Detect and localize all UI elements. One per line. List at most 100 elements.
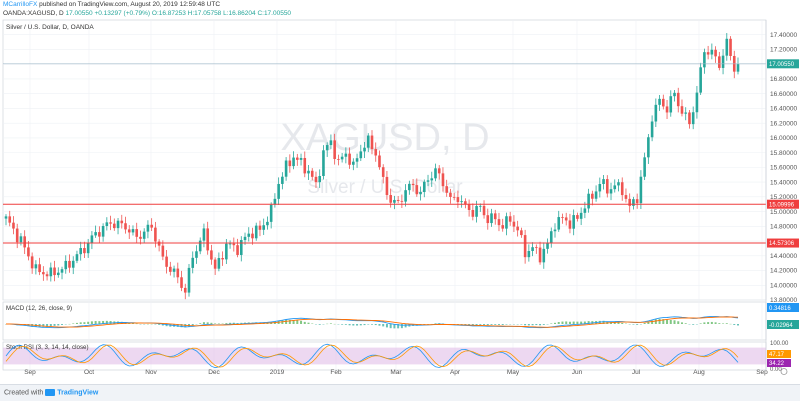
candle-body — [397, 200, 400, 201]
macd-histogram-bar — [308, 323, 310, 324]
candle-body — [117, 221, 120, 228]
candle-body — [707, 52, 710, 54]
x-tick-label: Dec — [208, 369, 220, 376]
candle-body — [513, 222, 516, 227]
candle-body — [285, 161, 288, 177]
candle-body — [244, 237, 247, 240]
macd-histogram-bar — [364, 324, 366, 325]
macd-histogram-bar — [83, 322, 85, 324]
candle-body — [289, 161, 292, 167]
candle-body — [565, 217, 568, 220]
candle-body — [109, 222, 112, 223]
candle-body — [322, 150, 325, 176]
macd-histogram-bar — [550, 323, 552, 324]
macd-histogram-bar — [543, 324, 545, 325]
candle-body — [632, 199, 635, 206]
candle-body — [516, 227, 519, 231]
stoch-d-label: 34.22 — [769, 361, 785, 367]
candle-body — [359, 151, 362, 158]
candle-body — [725, 39, 728, 56]
y-tick-label: 15.80000 — [770, 150, 797, 157]
candle-body — [165, 257, 168, 267]
macd-histogram-bar — [405, 324, 407, 327]
macd-histogram-bar — [524, 324, 526, 325]
candle-body — [199, 241, 202, 252]
candle-body — [341, 157, 344, 160]
candle-body — [31, 256, 34, 268]
candle-body — [472, 210, 475, 217]
candle-body — [490, 213, 493, 223]
candle-body — [703, 52, 706, 67]
candle-body — [259, 226, 262, 230]
candle-body — [602, 179, 605, 184]
candle-body — [102, 226, 105, 237]
candle-body — [542, 249, 545, 262]
candle-body — [378, 155, 381, 167]
macd-histogram-bar — [674, 320, 676, 324]
candle-body — [434, 168, 437, 178]
macd-histogram-bar — [733, 324, 735, 325]
macd-histogram-bar — [659, 319, 661, 324]
x-tick-label: Oct — [84, 369, 94, 376]
candle-body — [692, 112, 695, 124]
candle-body — [696, 93, 699, 113]
candle-body — [270, 205, 273, 222]
candle-body — [147, 225, 150, 232]
candle-body — [35, 264, 38, 268]
macd-histogram-bar — [539, 324, 541, 325]
candle-body — [61, 269, 64, 272]
macd-histogram-bar — [57, 324, 59, 325]
candle-body — [57, 273, 60, 275]
candle-body — [737, 64, 740, 72]
macd-histogram-bar — [677, 321, 679, 324]
candle-body — [233, 244, 236, 246]
created-with: Created with TradingView — [4, 389, 98, 396]
candle-body — [162, 246, 165, 257]
candle-body — [363, 148, 366, 152]
macd-histogram-bar — [87, 322, 89, 324]
macd-histogram-bar — [76, 323, 78, 324]
macd-histogram-bar — [356, 324, 358, 326]
candle-body — [580, 213, 583, 219]
candle-body — [610, 189, 613, 193]
candle-body — [83, 248, 86, 253]
macd-histogram-bar — [319, 324, 321, 325]
candle-body — [550, 231, 553, 243]
candle-body — [651, 122, 654, 138]
candle-body — [113, 224, 116, 228]
candle-body — [139, 237, 142, 239]
macd-histogram-bar — [494, 324, 496, 325]
candle-body — [569, 220, 572, 228]
x-tick-label: 2019 — [270, 369, 285, 376]
tradingview-brand[interactable]: TradingView — [57, 389, 98, 396]
candle-body — [613, 185, 616, 189]
candle-body — [669, 96, 672, 112]
candle-body — [389, 195, 392, 203]
macd-histogram-bar — [718, 323, 720, 324]
candle-body — [315, 177, 318, 182]
macd-histogram-bar — [54, 324, 56, 326]
candle-body — [203, 228, 206, 240]
macd-histogram-bar — [505, 324, 507, 325]
candle-body — [300, 158, 303, 160]
candle-body — [143, 232, 146, 239]
candle-body — [479, 206, 482, 207]
candle-body — [345, 154, 348, 157]
macd-histogram-bar — [715, 322, 717, 324]
macd-histogram-bar — [621, 323, 623, 324]
candle-body — [554, 230, 557, 232]
macd-histogram-bar — [214, 323, 216, 324]
macd-histogram-bar — [681, 322, 683, 324]
macd-histogram-bar — [199, 323, 201, 324]
candle-body — [247, 234, 250, 237]
candle-body — [643, 157, 646, 176]
candle-body — [423, 182, 426, 192]
tradingview-logo-icon — [45, 389, 55, 396]
candle-body — [46, 274, 49, 276]
candle-body — [158, 242, 161, 246]
support-label: 14.57306 — [769, 241, 795, 247]
macd-histogram-bar — [345, 324, 347, 325]
y-tick-label: 16.60000 — [770, 91, 797, 98]
candle-body — [229, 244, 232, 245]
